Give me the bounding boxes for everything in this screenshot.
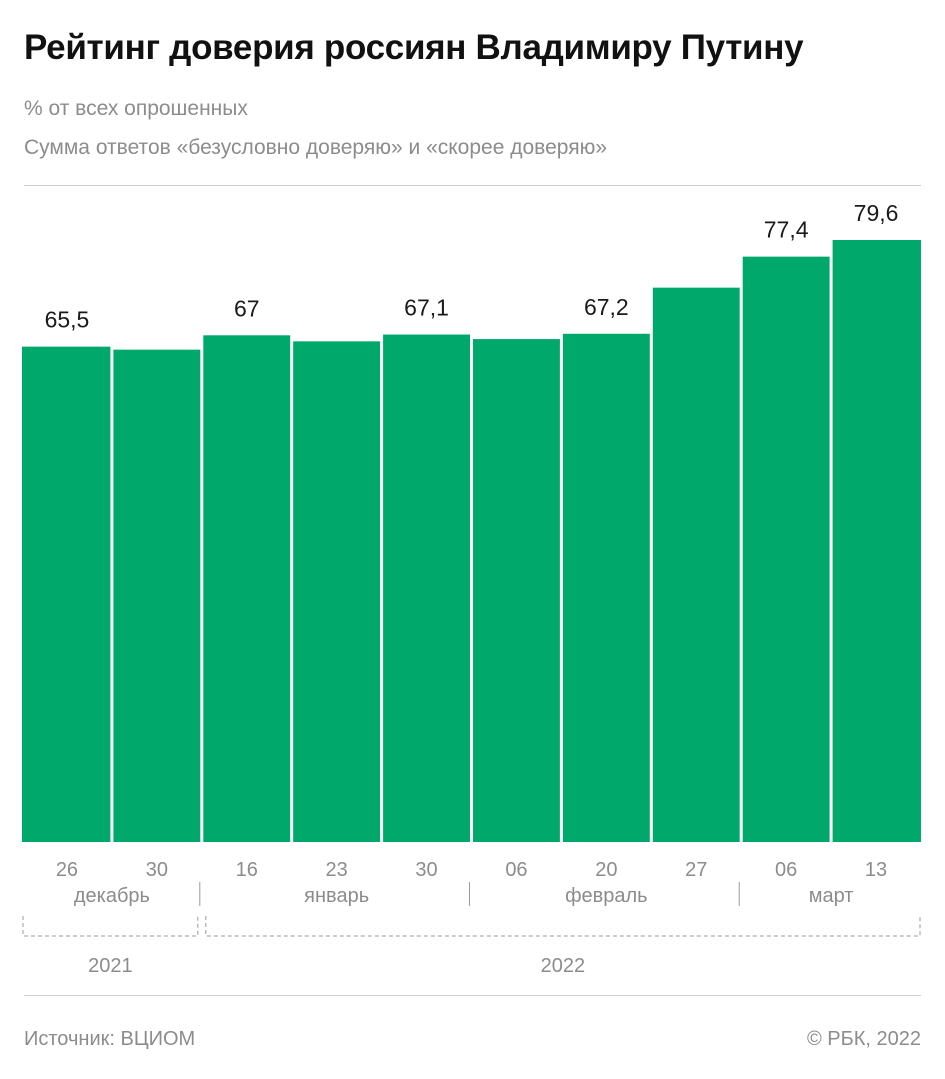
month-label-2: февраль (565, 885, 648, 907)
chart-subtitle-description: Сумма ответов «безусловно доверяю» и «ск… (24, 136, 607, 159)
month-label-0: декабрь (74, 885, 150, 907)
x-tick-label-7: 27 (685, 859, 707, 881)
x-tick-label-6: 20 (595, 859, 617, 881)
x-tick-label-1: 30 (146, 859, 168, 881)
bar-value-label-4: 67,1 (404, 295, 449, 321)
bar-7 (652, 287, 740, 842)
year-label-1: 2022 (541, 955, 586, 977)
x-tick-label-5: 06 (505, 859, 527, 881)
year-bracket-0 (22, 916, 199, 937)
bar-0 (22, 346, 111, 842)
bar-value-label-9: 79,6 (854, 200, 899, 226)
bar-5 (473, 339, 560, 842)
bar-value-label-8: 77,4 (764, 217, 809, 243)
year-bracket-1 (205, 916, 921, 937)
year-label-0: 2021 (88, 955, 133, 977)
x-tick-label-2: 16 (236, 859, 258, 881)
month-label-3: март (809, 885, 854, 907)
bar-3 (293, 341, 381, 842)
chart-subtitle-unit: % от всех опрошенных (24, 97, 248, 120)
bar-2 (203, 335, 291, 842)
x-tick-label-8: 06 (775, 859, 797, 881)
month-label-1: январь (304, 885, 369, 907)
bar-value-label-2: 67 (234, 295, 260, 321)
bar-value-label-0: 65,5 (45, 307, 90, 333)
bottom-divider (24, 995, 921, 996)
bar-4 (383, 334, 470, 842)
source-note: Источник: ВЦИОМ (24, 1028, 196, 1050)
copyright-note: © РБК, 2022 (806, 1028, 921, 1050)
top-divider (24, 185, 921, 186)
x-tick-label-0: 26 (56, 859, 78, 881)
bar-6 (562, 333, 650, 842)
bar-value-label-6: 67,2 (584, 294, 629, 320)
bar-8 (742, 256, 830, 842)
x-tick-label-9: 13 (865, 859, 887, 881)
bar-9 (832, 240, 921, 842)
x-tick-label-4: 30 (415, 859, 437, 881)
chart-title: Рейтинг доверия россиян Владимиру Путину (24, 28, 804, 67)
x-tick-label-3: 23 (326, 859, 348, 881)
bar-1 (113, 349, 201, 842)
